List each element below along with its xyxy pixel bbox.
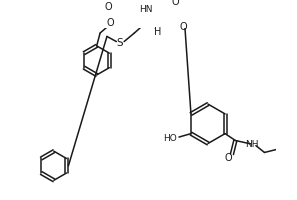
- Text: O: O: [105, 2, 113, 12]
- Text: O: O: [225, 152, 232, 162]
- Text: HN: HN: [140, 5, 153, 14]
- Text: NH: NH: [245, 140, 258, 149]
- Text: H: H: [154, 27, 161, 37]
- Text: HO: HO: [163, 133, 176, 142]
- Text: S: S: [116, 38, 123, 48]
- Text: O: O: [179, 22, 187, 32]
- Text: O: O: [107, 18, 114, 28]
- Text: O: O: [172, 0, 179, 7]
